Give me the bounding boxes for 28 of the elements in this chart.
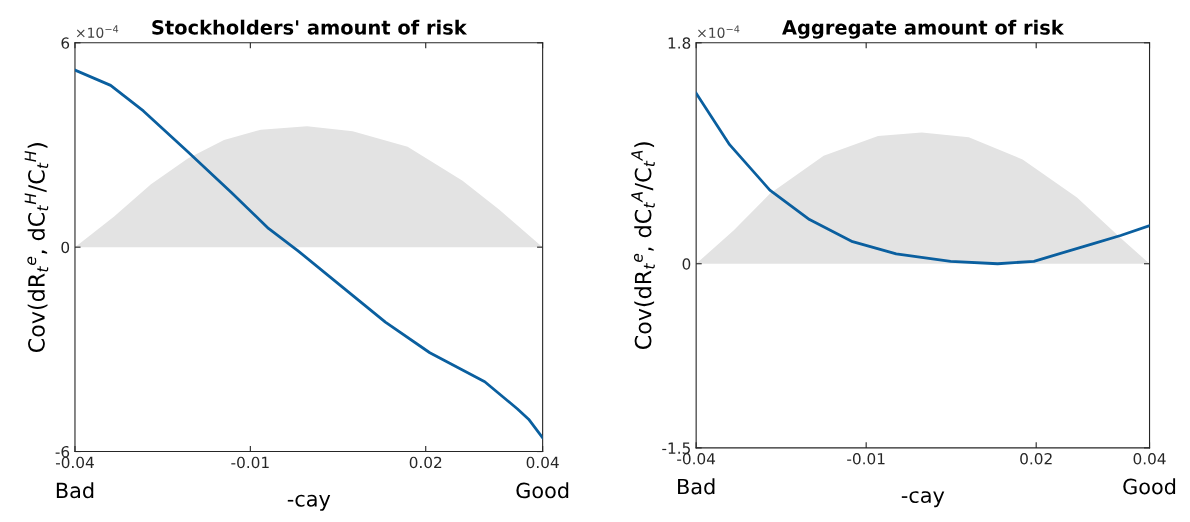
chart-title: Aggregate amount of risk [782,19,1065,39]
text: Cov(dR$_{t}$$^{e}$, dC$_{t}$$^{A}$/C$_{t}$$^{A}$) [631,142,655,350]
x-tick-label: 0.02 [1020,453,1052,465]
text: ×10$^{−4}$ [76,25,119,38]
x-axis-title: -cay [287,494,331,511]
x-tick-label: 0.04 [1133,453,1166,465]
text: Bad [678,478,715,495]
x-tick-label: 0.02 [409,456,442,469]
chart-title: Stockholders' amount of risk [152,19,468,35]
text: Bad [56,482,94,499]
y-tick-label: 0 [61,241,70,254]
y-tick-label: -1.5 [662,442,690,454]
y-tick-label: 6 [61,37,70,49]
text: Cov(dR$_{t}$$^{e}$, dC$_{t}$$^{H}$/C$_{t}$$^{H}$) [24,143,49,353]
text: Good [1123,478,1176,495]
line-series [74,68,543,440]
x-axis-title: -cay [901,491,945,508]
y-tick-label: 1.8 [668,37,691,49]
x-tick-label: -0.04 [677,453,716,465]
text: ×10$^{−4}$ [698,25,740,38]
y-tick-label: 0 [682,258,691,270]
x-tick-label: -0.01 [847,453,885,465]
x-tick-label: -0.01 [231,456,269,469]
text: Good [516,482,569,499]
line-series [696,91,1150,266]
x-tick-label: 0.04 [526,456,559,469]
x-tick-label: -0.04 [55,456,94,469]
y-tick-label: -6 [55,446,70,458]
